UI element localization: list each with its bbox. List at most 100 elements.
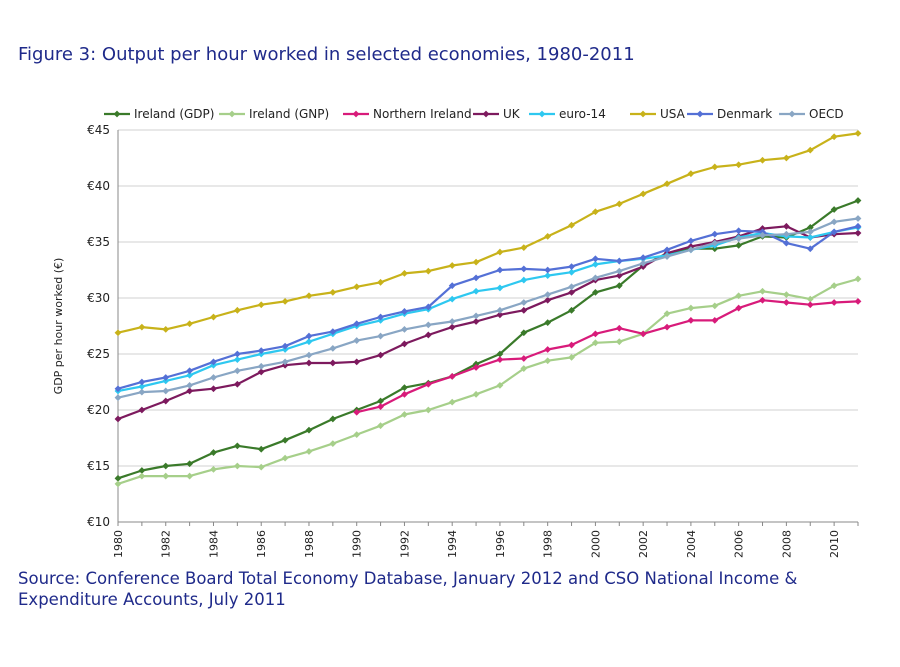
data-point (496, 284, 504, 292)
data-point (544, 346, 552, 353)
series-usa (114, 129, 862, 337)
data-point (735, 235, 743, 243)
data-point (711, 163, 719, 171)
data-point (424, 406, 432, 414)
data-point (448, 398, 456, 406)
data-point (448, 262, 456, 269)
data-point (114, 415, 122, 423)
source-line-1: Source: Conference Board Total Economy D… (18, 569, 798, 588)
data-point (854, 222, 862, 230)
data-point (138, 472, 146, 480)
data-point (592, 261, 599, 268)
data-point (615, 338, 623, 346)
data-point (735, 292, 743, 300)
y-tick-label: €25 (87, 347, 110, 361)
data-point (806, 245, 814, 253)
data-point (544, 272, 552, 279)
data-point (687, 304, 695, 312)
data-point (305, 338, 313, 346)
data-point (353, 337, 361, 344)
data-point (496, 306, 504, 314)
data-point (186, 381, 194, 389)
data-point (759, 231, 766, 239)
data-point (424, 380, 432, 388)
series-line (356, 299, 859, 414)
legend-swatch-marker (352, 110, 360, 118)
x-tick-label: 1984 (207, 530, 220, 558)
legend-item: OECD (779, 107, 844, 121)
data-point (377, 351, 384, 359)
data-point (114, 474, 122, 482)
data-point (854, 275, 862, 283)
data-point (233, 356, 241, 363)
series-euro-14 (114, 224, 862, 395)
figure-title: Figure 3: Output per hour worked in sele… (18, 44, 635, 65)
data-point (854, 229, 862, 237)
data-point (568, 283, 575, 291)
data-point (544, 357, 552, 365)
data-point (186, 472, 194, 480)
data-point (544, 266, 552, 274)
data-point (186, 367, 194, 375)
y-tick-label: €30 (87, 291, 110, 305)
data-point (496, 356, 504, 363)
legend-item: Denmark (687, 107, 772, 121)
data-point (401, 269, 408, 277)
data-point (162, 462, 170, 470)
data-point (639, 259, 647, 267)
data-point (711, 230, 719, 238)
data-point (305, 359, 313, 367)
x-tick-label: 1988 (303, 530, 316, 558)
x-tick-label: 1996 (494, 530, 507, 558)
x-tick-label: 1986 (255, 530, 268, 558)
data-point (615, 257, 623, 265)
data-point (353, 320, 361, 328)
legend-label: Ireland (GNP) (249, 107, 329, 121)
x-tick-label: 2002 (637, 530, 650, 558)
data-point (592, 255, 599, 263)
data-point (448, 323, 456, 331)
data-point (806, 295, 814, 303)
data-point (281, 358, 289, 366)
data-point (806, 228, 814, 236)
legend-label: Northern Ireland (373, 107, 472, 121)
data-point (305, 448, 313, 455)
data-point (281, 436, 289, 444)
x-tick-label: 2008 (780, 530, 793, 558)
data-point (353, 283, 361, 291)
y-tick-label: €10 (87, 515, 110, 529)
legend-swatch-marker (228, 110, 236, 118)
data-point (592, 339, 599, 347)
x-tick-label: 2004 (685, 530, 698, 558)
data-point (520, 355, 528, 362)
data-point (830, 282, 838, 290)
legend-item: USA (630, 107, 686, 121)
data-point (663, 310, 671, 318)
data-point (186, 371, 194, 379)
data-point (854, 129, 862, 137)
data-point (233, 306, 241, 314)
data-point (424, 267, 432, 275)
data-point (520, 276, 528, 284)
data-point (735, 304, 743, 312)
data-point (520, 265, 528, 273)
y-tick-label: €15 (87, 459, 110, 473)
data-point (233, 350, 241, 358)
data-point (520, 306, 528, 314)
data-point (663, 323, 671, 331)
legend-item: euro-14 (529, 107, 606, 121)
data-point (138, 406, 146, 414)
data-point (806, 146, 814, 154)
grid-lines (118, 129, 858, 523)
data-point (615, 200, 623, 208)
data-point (138, 378, 146, 386)
data-point (615, 267, 623, 275)
data-point (257, 368, 265, 376)
data-point (377, 403, 384, 411)
data-point (257, 362, 265, 370)
data-point (138, 388, 146, 396)
legend-label: Denmark (717, 107, 772, 121)
data-point (806, 234, 814, 241)
data-point (615, 272, 623, 279)
data-point (496, 350, 504, 358)
